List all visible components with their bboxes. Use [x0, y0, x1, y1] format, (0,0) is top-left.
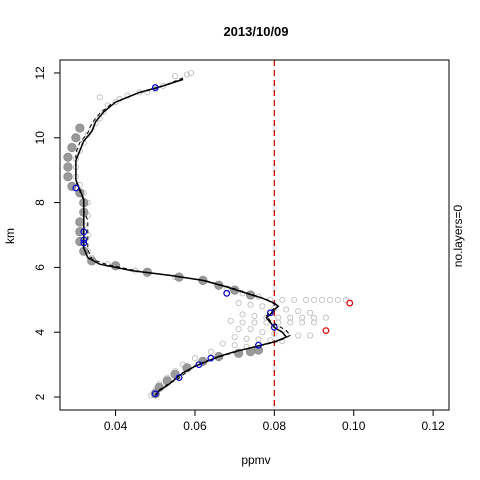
y-axis: 2 4 6 8 10 12	[33, 66, 60, 400]
y-tick-label: 8	[33, 199, 47, 206]
x-tick-label: 0.10	[342, 419, 366, 433]
y-tick-label: 10	[33, 131, 47, 145]
dense-observation-point	[63, 152, 73, 162]
dense-observation-point	[67, 142, 77, 153]
observation-point	[187, 69, 194, 76]
plot-border	[59, 59, 450, 411]
observation-point	[259, 329, 266, 336]
dense-observation-point	[75, 236, 85, 247]
observation-point	[207, 348, 214, 355]
observation-point	[231, 334, 238, 341]
observation-point	[291, 296, 298, 303]
dense-observation-point	[63, 162, 73, 172]
blue-marker	[195, 361, 203, 369]
dense-observation-point	[63, 172, 73, 182]
blue-marker	[80, 228, 88, 236]
x-axis: 0.04 0.06 0.08 0.10 0.12	[104, 410, 445, 433]
observation-point	[96, 94, 103, 101]
chart-title: 2013/10/09	[223, 24, 288, 39]
blue-marker	[151, 390, 159, 398]
observation-point	[191, 355, 198, 362]
observation-point	[247, 301, 254, 308]
x-tick-label: 0.06	[183, 419, 207, 433]
observation-point	[275, 319, 282, 326]
profile-line	[75, 78, 288, 396]
blue-marker	[207, 354, 215, 362]
dense-observation-point	[75, 217, 85, 227]
observation-point	[235, 300, 242, 307]
blue-marker	[255, 341, 262, 349]
x-tick-label: 0.04	[104, 419, 128, 433]
observation-point	[311, 319, 318, 326]
dense-observation-point	[67, 181, 77, 191]
observation-point	[243, 335, 250, 342]
observation-point	[299, 319, 306, 326]
blue-marker	[175, 374, 183, 381]
observation-point	[172, 73, 179, 80]
observation-point	[231, 342, 238, 349]
observation-point	[307, 332, 314, 339]
observation-point	[311, 314, 318, 321]
blue-marker	[223, 289, 231, 297]
observation-point	[251, 319, 258, 326]
observation-point	[247, 325, 254, 332]
observation-point	[184, 71, 191, 78]
blue-marker	[266, 309, 274, 317]
observation-point	[112, 99, 119, 106]
observation-point	[334, 296, 341, 303]
y-tick-label: 4	[33, 329, 47, 336]
red-marker	[346, 299, 354, 307]
observation-point	[283, 306, 290, 313]
observation-point	[287, 314, 294, 321]
plot-area	[63, 60, 354, 410]
observation-point	[235, 325, 242, 332]
observation-point	[255, 336, 262, 343]
observation-point	[326, 296, 333, 303]
observation-point	[271, 330, 278, 337]
blue-marker	[80, 239, 88, 247]
observation-point	[295, 308, 302, 315]
observation-point	[311, 296, 318, 303]
observation-point	[279, 296, 286, 303]
dense-observation-point	[75, 123, 85, 133]
observation-point	[275, 314, 282, 321]
blue-marker	[270, 323, 278, 331]
red-marker	[322, 327, 330, 335]
y-tick-label: 6	[33, 264, 47, 271]
blue-marker	[151, 84, 159, 91]
blue-marker	[80, 236, 88, 244]
observation-point	[100, 108, 107, 115]
right-margin-label: no.layers=0	[451, 204, 465, 267]
observation-point	[263, 319, 270, 326]
y-tick-label: 12	[33, 66, 47, 80]
observation-point	[299, 314, 306, 321]
x-axis-label: ppmv	[241, 453, 270, 467]
observation-point	[342, 296, 349, 303]
observation-point	[227, 317, 234, 324]
observation-point	[303, 296, 310, 303]
observation-point	[239, 311, 246, 318]
observation-point	[307, 309, 314, 316]
observation-point	[318, 296, 325, 303]
observation-point	[219, 340, 226, 347]
observation-point	[76, 147, 83, 154]
observation-point	[239, 319, 246, 326]
observation-point	[251, 313, 258, 320]
observation-point	[322, 314, 329, 321]
observation-point	[259, 303, 266, 310]
x-tick-label: 0.12	[421, 419, 445, 433]
blue-marker	[72, 184, 80, 192]
dense-observation-point	[71, 133, 81, 143]
y-tick-label: 2	[33, 393, 47, 400]
observation-point	[287, 319, 294, 326]
x-tick-label: 0.08	[263, 419, 287, 433]
y-axis-label: km	[3, 228, 17, 244]
observation-point	[295, 332, 302, 339]
